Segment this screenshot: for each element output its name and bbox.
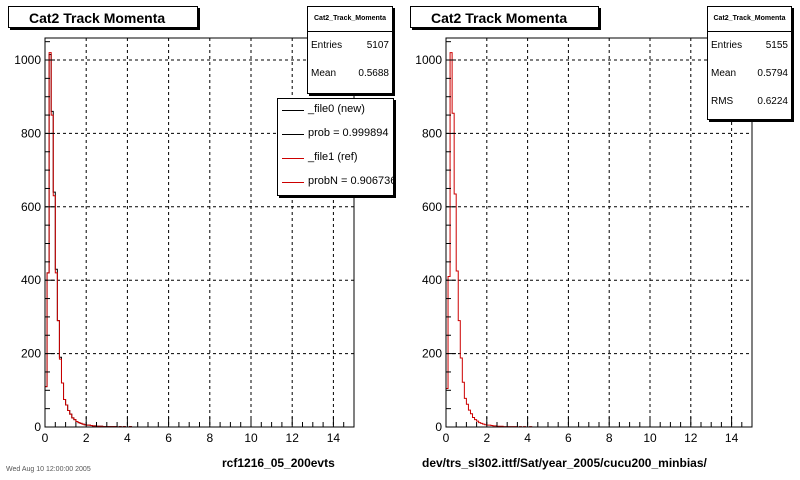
stats-mean-row: Mean 0.5688 <box>308 60 392 88</box>
x-tick-label: 10 <box>244 431 258 445</box>
y-tick-label: 400 <box>21 273 41 287</box>
x-tick-label: 0 <box>42 431 49 445</box>
x-axis-label: rcf1216_05_200evts <box>222 456 335 470</box>
legend-entry: probN = 0.906736 <box>278 171 393 195</box>
legend-line-icon <box>282 158 304 159</box>
stats-mean-label: Mean <box>711 68 737 79</box>
y-tick-label: 200 <box>422 347 442 361</box>
plot-area <box>446 38 752 427</box>
x-axis-label: dev/trs_sl302.ittf/Sat/year_2005/cucu200… <box>422 456 707 470</box>
footer-timestamp: Wed Aug 10 12:00:00 2005 <box>6 466 91 473</box>
plot-title: Cat2 Track Momenta <box>8 6 198 28</box>
plot-area <box>45 38 354 427</box>
legend-line-icon <box>282 134 304 135</box>
right-histogram-plot: 0 2 4 6 8 10 12 14 0 200 400 600 800 1000 <box>415 37 753 445</box>
left-histogram-pad: 0 2 4 6 8 10 12 14 0 200 400 600 800 1000 Cat2 Track … <box>0 0 398 480</box>
y-tick-label: 200 <box>21 347 41 361</box>
plot-title: Cat2 Track Momenta <box>410 6 599 28</box>
legend-label: prob = 0.999894 <box>308 127 389 139</box>
stats-box: Cat2_Track_Momenta Entries 5107 Mean 0.5… <box>307 6 393 94</box>
stats-entries-row: Entries 5107 <box>308 32 392 60</box>
stats-entries-row: Entries 5155 <box>708 32 791 60</box>
x-tick-label: 10 <box>643 431 657 445</box>
stats-box-header: Cat2_Track_Momenta <box>308 7 392 32</box>
stats-box-header: Cat2_Track_Momenta <box>708 7 791 32</box>
stats-entries-value: 5107 <box>366 40 389 51</box>
legend: _file0 (new) prob = 0.999894 _file1 (ref… <box>277 98 394 196</box>
x-tick-label: 14 <box>327 431 341 445</box>
legend-entry: _file1 (ref) <box>278 147 393 171</box>
stats-entries-label: Entries <box>711 40 743 51</box>
x-tick-label: 4 <box>124 431 131 445</box>
legend-line-icon <box>282 182 304 183</box>
x-tick-label: 0 <box>443 431 450 445</box>
stats-entries-label: Entries <box>311 40 343 51</box>
stats-rms-row: RMS 0.6224 <box>708 88 791 116</box>
legend-line-icon <box>282 110 304 111</box>
y-tick-label: 800 <box>422 126 442 140</box>
stats-box: Cat2_Track_Momenta Entries 5155 Mean 0.5… <box>707 6 792 120</box>
stats-mean-label: Mean <box>311 68 337 79</box>
legend-entry: prob = 0.999894 <box>278 123 393 147</box>
x-tick-label: 12 <box>684 431 698 445</box>
y-tick-label: 800 <box>21 126 41 140</box>
stats-rms-value: 0.6224 <box>757 96 788 107</box>
y-tick-label: 600 <box>422 200 442 214</box>
x-tick-label: 8 <box>606 431 613 445</box>
stats-rms-label: RMS <box>711 96 734 107</box>
x-tick-label: 4 <box>524 431 531 445</box>
y-tick-label: 400 <box>422 273 442 287</box>
y-tick-label: 1000 <box>415 53 442 67</box>
y-tick-label: 0 <box>34 420 41 434</box>
x-tick-label: 12 <box>286 431 300 445</box>
y-tick-label: 0 <box>435 420 442 434</box>
y-tick-label: 600 <box>21 200 41 214</box>
legend-label: probN = 0.906736 <box>308 175 394 187</box>
stats-mean-value: 0.5688 <box>358 68 389 79</box>
x-tick-label: 6 <box>165 431 172 445</box>
x-tick-label: 14 <box>725 431 739 445</box>
stats-entries-value: 5155 <box>765 40 788 51</box>
x-tick-label: 8 <box>206 431 213 445</box>
stats-mean-row: Mean 0.5794 <box>708 60 791 88</box>
stats-mean-value: 0.5794 <box>757 68 788 79</box>
x-tick-label: 2 <box>483 431 490 445</box>
legend-entry: _file0 (new) <box>278 99 393 123</box>
right-histogram-pad: 0 2 4 6 8 10 12 14 0 200 400 600 800 1000 Cat2 Track … <box>400 0 798 480</box>
x-tick-label: 6 <box>565 431 572 445</box>
legend-label: _file1 (ref) <box>308 151 358 163</box>
legend-label: _file0 (new) <box>308 103 365 115</box>
x-tick-label: 2 <box>83 431 90 445</box>
y-tick-label: 1000 <box>14 53 41 67</box>
